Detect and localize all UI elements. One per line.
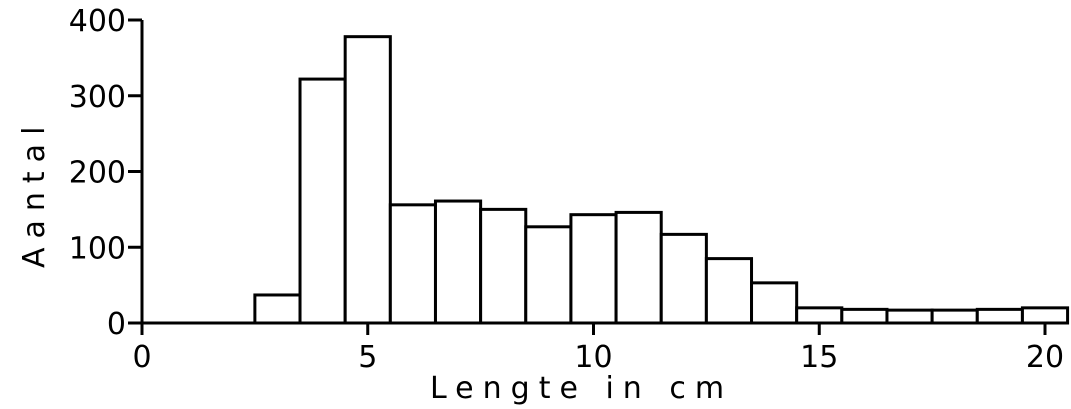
- histogram-bar: [433, 199, 483, 325]
- histogram-bar: [343, 35, 392, 325]
- y-tick-label: 200: [69, 156, 126, 191]
- x-axis-title: Lengte in cm: [430, 371, 733, 406]
- y-tick-label: 100: [69, 231, 126, 266]
- x-tick-label: 20: [1026, 340, 1064, 375]
- histogram-bar: [388, 203, 437, 325]
- histogram-bar: [298, 77, 347, 325]
- histogram-bar: [524, 225, 573, 325]
- histogram-bar: [569, 213, 618, 325]
- y-tick-label: 400: [69, 4, 126, 39]
- histogram-bar: [750, 281, 799, 325]
- histogram-bar: [795, 306, 844, 325]
- histogram-bar: [659, 232, 708, 325]
- x-axis-ticks: 0 5 10 15 20: [132, 323, 1064, 375]
- histogram-bar: [614, 210, 663, 325]
- bar-group: [253, 35, 1070, 325]
- histogram-bar: [885, 308, 934, 325]
- histogram-bar: [1020, 306, 1070, 325]
- histogram-bar: [975, 307, 1024, 325]
- y-axis-ticks: 0 100 200 300 400: [69, 4, 142, 342]
- y-axis-title: Aantal: [17, 118, 52, 268]
- histogram-bar: [479, 207, 528, 325]
- histogram-bar: [253, 293, 302, 325]
- x-tick-label: 5: [358, 340, 377, 375]
- histogram-bar: [704, 257, 754, 325]
- x-tick-label: 15: [800, 340, 838, 375]
- x-tick-label: 10: [574, 340, 612, 375]
- y-tick-label: 300: [69, 80, 126, 115]
- x-tick-label: 0: [132, 340, 151, 375]
- histogram-bar: [840, 307, 889, 325]
- histogram-bar: [930, 308, 979, 325]
- y-tick-label: 0: [107, 307, 126, 342]
